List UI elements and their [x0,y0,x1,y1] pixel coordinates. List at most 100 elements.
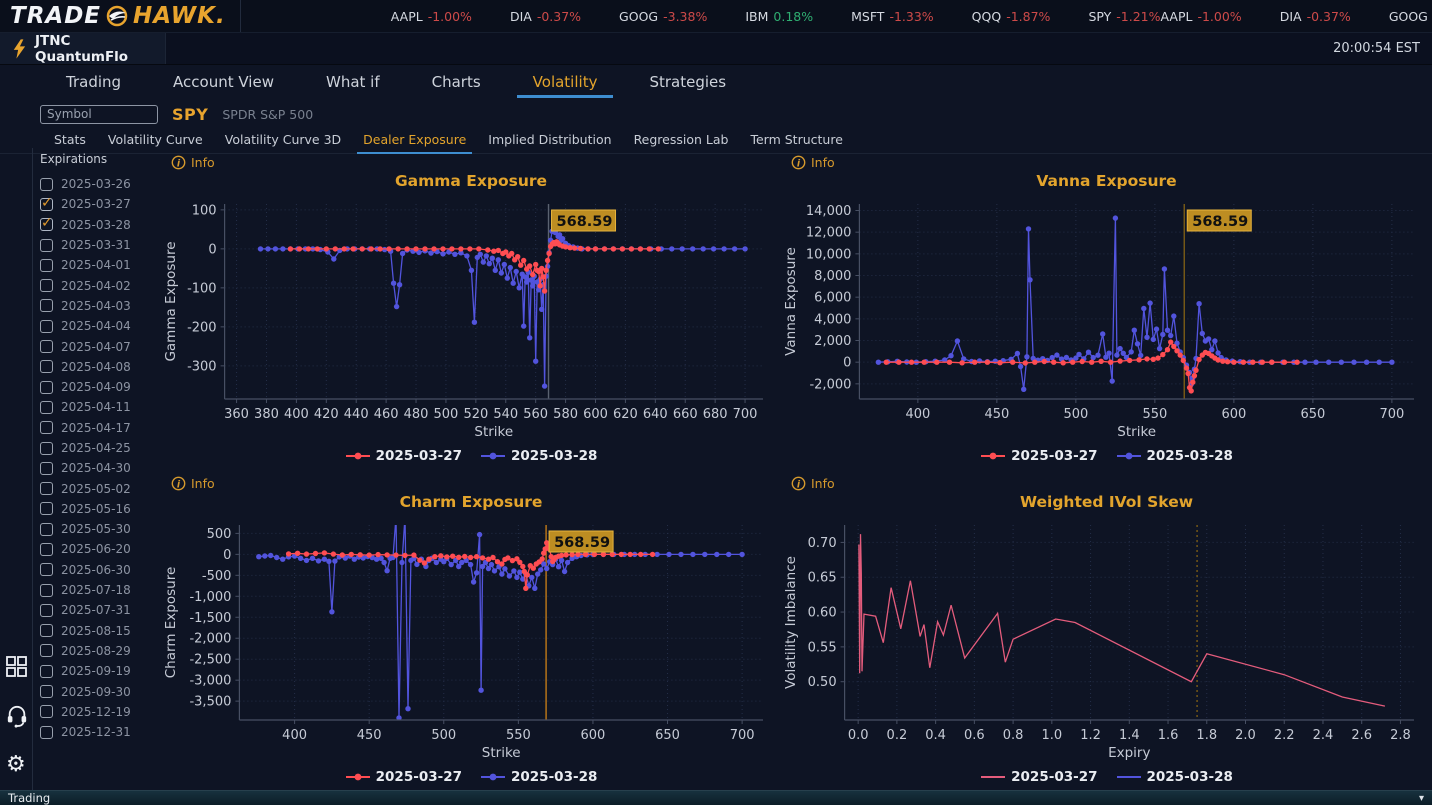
legend-marker-icon [481,452,505,460]
charm-exposure-chart[interactable]: 500 0 -500 -1,000 -1,500 -2,000 -2,500 -3,000 -3… [161,517,781,764]
dashboard-grid-icon[interactable] [6,656,27,681]
expiration-checkbox[interactable] [40,177,53,191]
expiration-checkbox[interactable] [40,685,53,699]
svg-text:4,000: 4,000 [814,312,851,327]
expiration-checkbox[interactable] [40,299,53,313]
subtab-volatility-curve[interactable]: Volatility Curve [107,132,203,147]
svg-text:450: 450 [984,407,1009,422]
nav-tab-account-view[interactable]: Account View [173,73,274,91]
expiration-checkbox[interactable] [40,502,53,516]
clock: 20:00:54 EST [1333,41,1420,56]
expiration-checkbox[interactable] [40,400,53,414]
expiration-checkbox[interactable] [40,421,53,435]
expiration-row: 2025-06-20 [40,539,161,559]
expiration-checkbox[interactable] [40,340,53,354]
top-ticker-bar: TRADE HAWK. AAPL -1.00% DIA -0.37% GOOG -3.38… [0,0,1432,33]
nav-tab-charts[interactable]: Charts [431,73,481,91]
svg-text:700: 700 [733,407,758,422]
expiration-checkbox[interactable] [40,603,53,617]
svg-text:1.4: 1.4 [1119,728,1140,743]
svg-text:680: 680 [703,407,728,422]
expiration-checkbox[interactable] [40,522,53,536]
subtab-implied-distribution[interactable]: Implied Distribution [488,132,612,147]
nav-tab-what-if[interactable]: What if [325,73,380,91]
svg-text:0.60: 0.60 [808,606,837,621]
chart-title: Vanna Exposure [1036,172,1177,190]
logo-trade-text: TRADE [10,3,102,29]
legend-item[interactable]: 2025-03-28 [1116,448,1233,464]
ticker-change: 0.18% [773,8,814,24]
expiration-checkbox[interactable] [40,360,53,374]
legend-item[interactable]: 2025-03-27 [345,769,462,785]
vanna-exposure-chart[interactable]: 14,000 12,000 10,000 8,000 6,000 4,000 2,000 0 -… [781,196,1432,443]
expiration-date: 2025-04-25 [61,441,131,455]
legend-item[interactable]: 2025-03-27 [980,769,1098,785]
subtab-dealer-exposure[interactable]: Dealer Exposure [353,128,476,154]
nav-tab-volatility[interactable]: Volatility [507,67,624,98]
app-tab-quantumflo[interactable]: JTNC QuantumFlo [0,33,166,65]
expiration-row: 2025-04-11 [40,397,161,417]
expiration-checkbox[interactable] [40,195,53,211]
svg-text:-1,500: -1,500 [189,611,231,626]
expiration-checkbox[interactable] [40,583,53,597]
charts-grid: i Info Gamma Exposure 100 0 -100 -200 -300 36… [161,148,1432,790]
expiration-checkbox[interactable] [40,563,53,577]
subtab-regression-lab[interactable]: Regression Lab [633,132,729,147]
chart-legend: 2025-03-27 2025-03-28 [781,764,1432,790]
expiration-checkbox[interactable] [40,258,53,272]
info-button[interactable]: i Info [781,152,1432,172]
lightning-bolt-icon [12,38,26,59]
gamma-exposure-chart[interactable]: 100 0 -100 -200 -300 360 380 400 420 440 460 480 500… [161,196,781,443]
nav-tab-trading[interactable]: Trading [66,73,122,91]
expiration-checkbox[interactable] [40,644,53,658]
info-button[interactable]: i Info [781,473,1432,493]
ivol-skew-chart[interactable]: 0.70 0.65 0.60 0.55 0.50 0.0 0.2 0.4 0.6 0.8 1.0 1.… [781,517,1432,764]
expiration-checkbox[interactable] [40,664,53,678]
expiration-date: 2025-04-08 [61,359,131,374]
legend-label: 2025-03-28 [511,448,598,464]
legend-item[interactable]: 2025-03-28 [1116,769,1233,785]
symbol-input[interactable] [40,104,158,124]
subtab-term-structure[interactable]: Term Structure [750,132,843,147]
expiration-checkbox[interactable] [40,461,53,475]
subtab-stats[interactable]: Stats [54,132,86,147]
expiration-date: 2025-04-03 [61,298,131,313]
expiration-checkbox[interactable] [40,238,53,252]
expiration-checkbox[interactable] [40,215,53,232]
settings-gear-icon[interactable]: ⚙ [6,752,26,777]
expiration-checkbox[interactable] [40,624,53,638]
expiration-checkbox[interactable] [40,725,53,739]
main-content: ⚙ Expirations 2025-03-262025-03-272025-0… [0,148,1432,790]
expiration-checkbox[interactable] [40,542,53,556]
expiration-date: 2025-03-28 [61,217,131,232]
expiration-row: 2025-03-27 [40,194,161,214]
svg-text:600: 600 [581,728,606,743]
legend-item[interactable]: 2025-03-28 [480,448,597,464]
subtab-volatility-curve-3d[interactable]: Volatility Curve 3D [224,132,342,147]
expiration-date: 2025-04-30 [61,461,131,476]
nav-tab-strategies[interactable]: Strategies [649,73,727,91]
svg-text:Strike: Strike [482,745,521,761]
legend-marker-icon [981,452,1006,460]
support-headset-icon[interactable] [6,704,28,732]
info-button[interactable]: i Info [161,152,781,172]
svg-text:-3,500: -3,500 [189,695,231,710]
expiration-checkbox[interactable] [40,380,53,394]
expiration-date: 2025-08-15 [61,623,131,638]
expiration-checkbox[interactable] [40,482,53,496]
info-button[interactable]: i Info [161,473,781,493]
expiration-checkbox[interactable] [40,705,53,719]
svg-text:-2,000: -2,000 [809,377,851,392]
expiration-checkbox[interactable] [40,319,53,333]
expiration-checkbox[interactable] [40,441,53,455]
svg-text:Volatility Imbalance: Volatility Imbalance [783,556,799,689]
legend-item[interactable]: 2025-03-28 [480,769,597,785]
legend-item[interactable]: 2025-03-27 [980,448,1098,464]
chevron-down-icon[interactable]: ▾ [1418,792,1424,804]
expiration-date: 2025-07-31 [61,603,131,618]
main-nav: Trading Account View What if Charts Volatili… [0,65,1432,98]
svg-text:660: 660 [673,407,698,422]
legend-item[interactable]: 2025-03-27 [345,448,462,464]
legend-label: 2025-03-28 [1146,769,1233,785]
expiration-checkbox[interactable] [40,279,53,293]
